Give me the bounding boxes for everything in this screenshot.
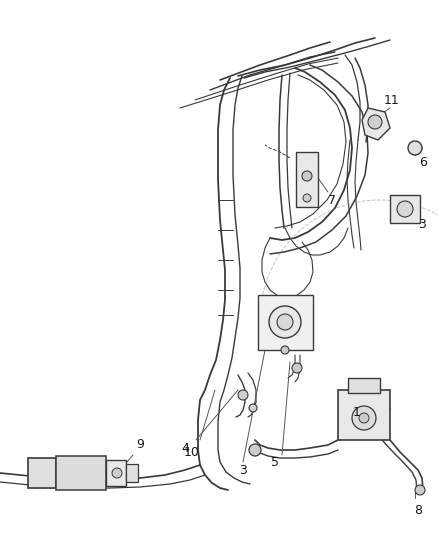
Circle shape (302, 171, 312, 181)
Bar (106, 460, 126, 486)
Circle shape (303, 194, 311, 202)
Circle shape (249, 444, 261, 456)
Bar (348, 378, 380, 393)
Circle shape (277, 314, 293, 330)
Text: 1: 1 (353, 406, 361, 418)
Text: 8: 8 (414, 504, 422, 516)
Text: 10: 10 (184, 446, 200, 458)
Circle shape (415, 485, 425, 495)
Bar (258, 295, 313, 350)
Bar (56, 456, 106, 490)
Circle shape (249, 404, 257, 412)
Text: 3: 3 (239, 464, 247, 477)
Circle shape (397, 201, 413, 217)
Bar (296, 152, 318, 207)
Circle shape (238, 390, 248, 400)
Bar (126, 464, 138, 482)
Bar (28, 458, 56, 488)
Text: 7: 7 (328, 193, 336, 206)
Circle shape (292, 363, 302, 373)
Circle shape (408, 141, 422, 155)
Circle shape (112, 468, 122, 478)
Circle shape (359, 413, 369, 423)
Polygon shape (362, 108, 390, 140)
Circle shape (281, 346, 289, 354)
Text: 6: 6 (419, 156, 427, 168)
Bar (390, 195, 420, 223)
Text: 4: 4 (181, 441, 189, 455)
Text: 11: 11 (384, 93, 400, 107)
Text: 9: 9 (136, 439, 144, 451)
Circle shape (368, 115, 382, 129)
Bar (338, 390, 390, 440)
Text: 5: 5 (271, 456, 279, 469)
Circle shape (269, 306, 301, 338)
Circle shape (352, 406, 376, 430)
Text: 3: 3 (418, 219, 426, 231)
